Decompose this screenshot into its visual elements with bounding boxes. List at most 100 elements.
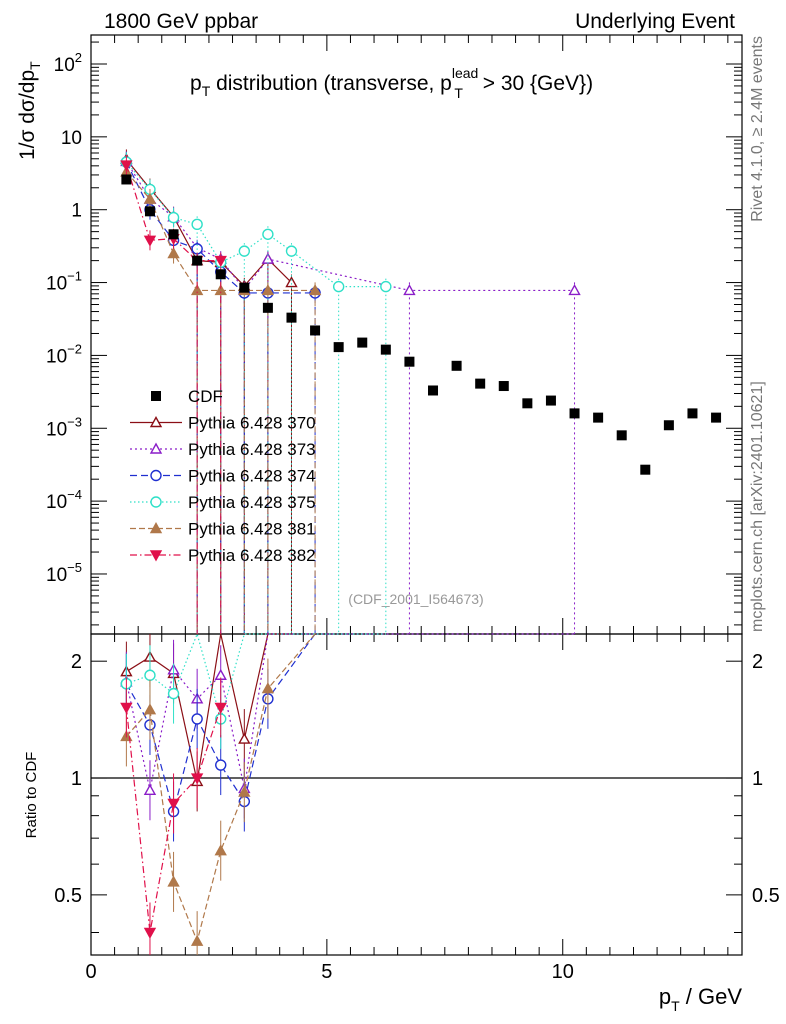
legend-marker bbox=[151, 391, 161, 401]
legend-label: Pythia 6.428 382 bbox=[188, 546, 316, 565]
y-tick-label-base: 10 bbox=[46, 274, 67, 295]
ratio-y-axis-label: Ratio to CDF bbox=[23, 752, 40, 839]
data-point bbox=[215, 269, 226, 280]
legend: CDF Pythia 6.428 370 Pythia 6.428 373 Pythi… bbox=[130, 387, 316, 565]
legend-label: Pythia 6.428 374 bbox=[188, 467, 316, 486]
data-point bbox=[380, 344, 391, 355]
series-point bbox=[143, 235, 157, 247]
legend-marker bbox=[149, 522, 163, 534]
legend-label: Pythia 6.428 381 bbox=[188, 520, 316, 539]
chart-title-sub: T bbox=[202, 83, 211, 99]
y-tick-label-base: 10 bbox=[54, 55, 75, 76]
x-axis-label-sub: T bbox=[671, 998, 680, 1014]
ratio-point bbox=[214, 702, 227, 714]
data-point bbox=[310, 325, 321, 336]
series-point bbox=[285, 245, 298, 257]
legend-marker bbox=[150, 469, 162, 482]
data-point bbox=[593, 412, 604, 423]
legend-label: CDF bbox=[188, 387, 223, 406]
series-point bbox=[238, 245, 251, 257]
y-tick-label-exp: −4 bbox=[67, 487, 82, 502]
data-point bbox=[522, 398, 533, 409]
ratio-point bbox=[144, 669, 156, 681]
data-point bbox=[545, 395, 556, 406]
legend-marker bbox=[149, 416, 163, 428]
series-point bbox=[285, 276, 298, 288]
data-point bbox=[451, 360, 462, 371]
series-point bbox=[261, 283, 275, 296]
data-point bbox=[357, 337, 368, 348]
y-axis-label-part: 1/σ dσ/dp bbox=[16, 70, 39, 160]
chart-title: pT distribution (transverse, plead T > 30… bbox=[190, 65, 593, 101]
ratio-point bbox=[167, 687, 180, 700]
data-point bbox=[121, 174, 132, 185]
ratio-point bbox=[143, 783, 157, 795]
data-point bbox=[262, 302, 273, 313]
legend-label: Pythia 6.428 370 bbox=[188, 414, 316, 433]
y-axis-label: 1/σ dσ/dpT bbox=[16, 61, 43, 160]
ratio-panel-frame bbox=[90, 633, 743, 956]
side-label-rivet: Rivet 4.1.0, ≥ 2.4M events bbox=[749, 36, 766, 222]
data-point bbox=[616, 430, 627, 441]
chart-title-sub: T bbox=[454, 85, 463, 101]
x-axis-label-part: p bbox=[659, 984, 671, 1009]
data-point bbox=[286, 312, 297, 323]
y-tick-label-exp: −5 bbox=[67, 560, 82, 575]
data-point bbox=[428, 385, 439, 396]
y-tick-label-base: 10 bbox=[46, 419, 67, 440]
data-point bbox=[569, 408, 580, 419]
x-axis-label-part: / GeV bbox=[680, 984, 743, 1009]
ratio-tick-label: 0.5 bbox=[752, 885, 780, 907]
series-point bbox=[214, 255, 227, 268]
ratio-tick-label: 0.5 bbox=[54, 885, 82, 907]
x-axis-label: pT / GeV bbox=[659, 984, 742, 1014]
analysis-tag: (CDF_2001_I564673) bbox=[348, 591, 483, 607]
y-tick-label-base: 10 bbox=[46, 492, 67, 513]
series-point bbox=[191, 218, 203, 231]
ratio-point bbox=[238, 785, 251, 797]
y-tick-label: 10 bbox=[61, 128, 82, 149]
series-point bbox=[143, 192, 157, 204]
y-tick-label-base: 1 bbox=[71, 201, 82, 222]
ratio-point bbox=[167, 875, 180, 887]
ratio-point bbox=[215, 759, 227, 771]
legend-marker bbox=[149, 442, 163, 454]
y-tick-label: 1 bbox=[71, 201, 82, 222]
ratio-tick-label: 1 bbox=[752, 768, 763, 790]
data-point bbox=[640, 464, 651, 475]
y-axis-label-sub: T bbox=[27, 61, 43, 70]
ratio-line bbox=[125, 633, 316, 814]
y-tick-label: 10−1 bbox=[46, 269, 82, 295]
series-point bbox=[332, 280, 345, 293]
plot-main bbox=[120, 149, 722, 634]
header-left: 1800 GeV ppbar bbox=[104, 10, 258, 33]
ratio-tick-label: 2 bbox=[71, 651, 82, 673]
y-tick-label: 10−2 bbox=[46, 341, 82, 367]
header-right: Underlying Event bbox=[575, 10, 735, 33]
data-point bbox=[192, 255, 203, 266]
series-point bbox=[568, 283, 581, 296]
y-tick-label: 10−5 bbox=[46, 560, 82, 586]
data-point bbox=[404, 356, 415, 367]
y-tick-label-exp: 2 bbox=[75, 50, 82, 65]
ratio-line bbox=[125, 707, 222, 933]
ratio-tick-label: 2 bbox=[752, 651, 763, 673]
chart-title-part: p bbox=[190, 72, 202, 95]
chart-title-part: > 30 {GeV}) bbox=[477, 72, 593, 95]
chart-title-sup: lead bbox=[452, 65, 478, 81]
ratio-point bbox=[143, 703, 157, 715]
side-label-mcplots: mcplots.cern.ch [arXiv:2401.10621] bbox=[749, 381, 766, 632]
data-point bbox=[498, 381, 509, 392]
x-tick-label: 0 bbox=[85, 961, 96, 983]
x-tick-label: 10 bbox=[552, 961, 574, 983]
series-point bbox=[214, 283, 227, 296]
y-tick-label: 102 bbox=[54, 50, 82, 76]
chart-title-part: distribution (transverse, p bbox=[210, 72, 452, 95]
y-tick-label: 10−3 bbox=[46, 414, 82, 440]
data-point bbox=[333, 342, 344, 353]
series-point bbox=[167, 211, 180, 224]
y-tick-label-base: 10 bbox=[46, 565, 67, 586]
y-tick-label-base: 10 bbox=[61, 128, 82, 149]
